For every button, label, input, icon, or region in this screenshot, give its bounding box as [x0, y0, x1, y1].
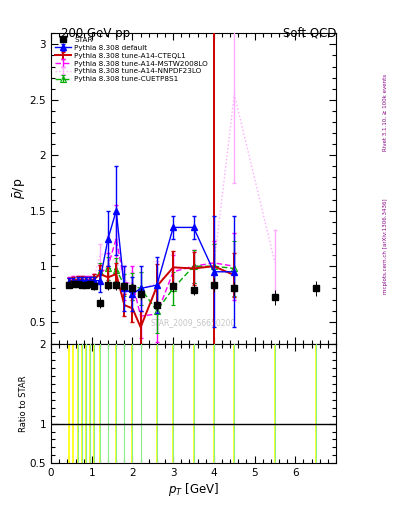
Legend: STAR, Pythia 8.308 default, Pythia 8.308 tune-A14-CTEQL1, Pythia 8.308 tune-A14-: STAR, Pythia 8.308 default, Pythia 8.308…	[53, 35, 209, 83]
Text: STAR_2009_S6650200: STAR_2009_S6650200	[151, 317, 236, 327]
Y-axis label: Ratio to STAR: Ratio to STAR	[19, 375, 28, 432]
Text: 200 GeV pp: 200 GeV pp	[61, 27, 130, 39]
Text: Soft QCD: Soft QCD	[283, 27, 336, 39]
Text: Rivet 3.1.10, ≥ 100k events: Rivet 3.1.10, ≥ 100k events	[383, 74, 387, 151]
X-axis label: $p_T$ [GeV]: $p_T$ [GeV]	[168, 481, 219, 498]
Y-axis label: $\bar{p}$/p: $\bar{p}$/p	[12, 178, 28, 199]
Text: mcplots.cern.ch [arXiv:1306.3436]: mcplots.cern.ch [arXiv:1306.3436]	[383, 198, 387, 293]
